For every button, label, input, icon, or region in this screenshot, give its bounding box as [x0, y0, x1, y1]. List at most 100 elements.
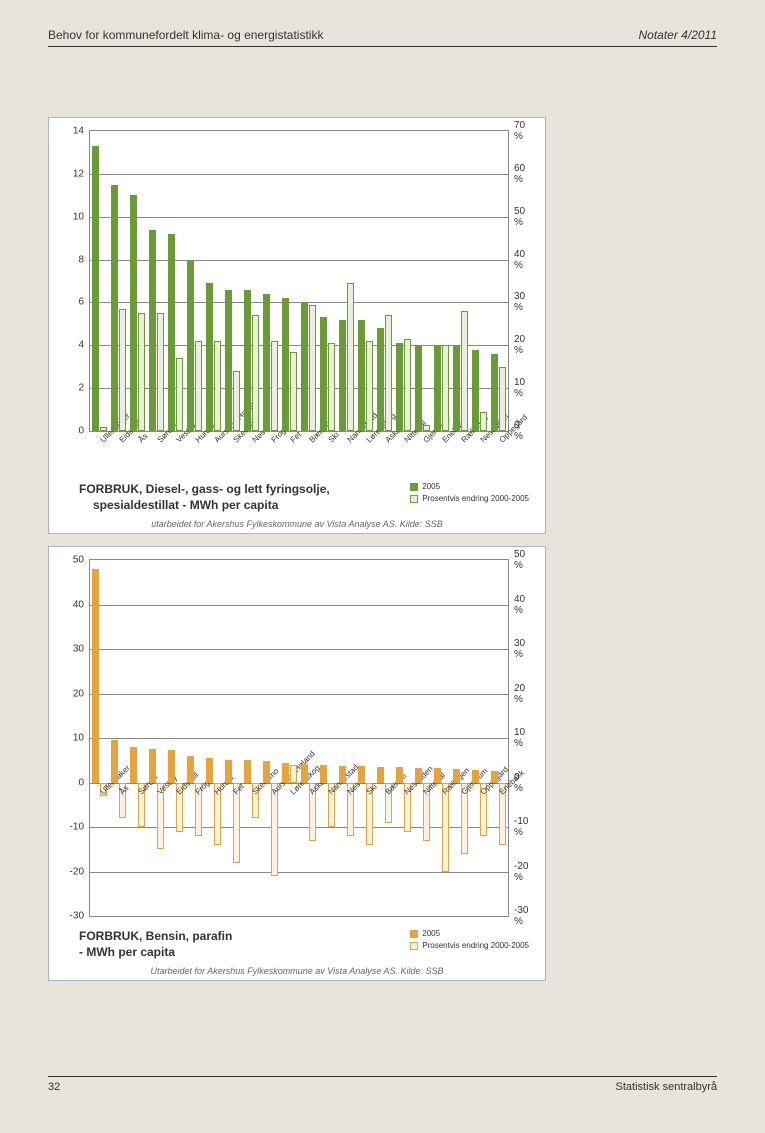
bar-2005 — [187, 756, 194, 783]
bar-2005 — [301, 764, 308, 783]
bar-change — [480, 412, 487, 431]
y-left-tick: 2 — [78, 383, 90, 394]
bar-group: Rælingen — [432, 560, 451, 916]
bar-change — [290, 352, 297, 431]
bar-2005 — [491, 771, 498, 783]
y-right-tick: 50 % — [508, 549, 525, 571]
bar-2005 — [396, 767, 403, 783]
bar-2005 — [491, 354, 498, 431]
y-left-tick: 0 — [78, 777, 90, 788]
y-right-tick: 70 % — [508, 120, 525, 142]
bar-2005 — [320, 765, 327, 783]
y-left-tick: 4 — [78, 340, 90, 351]
bar-2005 — [111, 185, 118, 431]
y-left-tick: 0 — [78, 426, 90, 437]
bar-2005 — [225, 290, 232, 431]
bar-2005 — [339, 320, 346, 431]
bar-change — [442, 345, 449, 431]
bar-2005 — [301, 302, 308, 431]
bar-2005 — [339, 766, 346, 783]
y-left-tick: 40 — [73, 599, 90, 610]
bar-group: Skedsmo — [242, 560, 261, 916]
bar-change — [176, 358, 183, 431]
bar-2005 — [130, 195, 137, 431]
bar-change — [252, 315, 259, 431]
bar-group: Sørum — [128, 560, 147, 916]
y-right-tick: 10 % — [508, 377, 525, 399]
bar-group: Asker — [375, 131, 394, 431]
y-right-tick: -10 % — [508, 816, 528, 838]
bar-group: Nes — [337, 560, 356, 916]
y-left-tick: -30 — [70, 911, 90, 922]
y-right-tick: 10 % — [508, 727, 525, 749]
bar-change — [233, 371, 240, 431]
bar-change — [271, 341, 278, 431]
bar-group: Nittedal — [394, 131, 413, 431]
bar-group: Gjerdrum — [413, 131, 432, 431]
bar-2005 — [434, 768, 441, 782]
y-left-tick: 14 — [73, 126, 90, 137]
bar-2005 — [263, 761, 270, 782]
y-left-tick: 8 — [78, 254, 90, 265]
bar-group: Aurskog-Høland — [261, 560, 280, 916]
bar-2005 — [282, 763, 289, 783]
bar-group: Oppegård — [489, 131, 508, 431]
y-left-tick: 12 — [73, 168, 90, 179]
bar-2005 — [472, 770, 479, 782]
bar-group: Enebakk — [489, 560, 508, 916]
bar-group: Ås — [109, 560, 128, 916]
bar-group: Gjerdrum — [451, 560, 470, 916]
bar-group: Nes — [242, 131, 261, 431]
bar-group: Vestby — [147, 560, 166, 916]
header-right: Notater 4/2011 — [639, 28, 718, 42]
bar-change — [385, 315, 392, 431]
bar-2005 — [453, 345, 460, 431]
bar-2005 — [149, 230, 156, 431]
y-left-tick: 10 — [73, 211, 90, 222]
chart2-title: FORBRUK, Bensin, parafin - MWh per capit… — [79, 929, 410, 960]
bar-group: Sørum — [147, 131, 166, 431]
bar-group: Fet — [280, 131, 299, 431]
bar-2005 — [130, 747, 137, 783]
bar-group: Nannestad — [318, 560, 337, 916]
bar-group: Enebakk — [432, 131, 451, 431]
bar-group: Nesodden — [394, 560, 413, 916]
bar-group: Eidsvoll — [109, 131, 128, 431]
bar-2005 — [415, 768, 422, 783]
bar-2005 — [244, 290, 251, 431]
bar-change — [347, 283, 354, 431]
bar-2005 — [149, 749, 156, 782]
bar-group: Asker — [299, 560, 318, 916]
bar-2005 — [206, 283, 213, 431]
bar-group: Bærum — [299, 131, 318, 431]
chart1-plot: 024681012140 %10 %20 %30 %40 %50 %60 %70… — [89, 130, 509, 432]
bar-change — [157, 313, 164, 431]
bar-2005 — [377, 767, 384, 783]
bar-change — [309, 305, 316, 431]
bar-2005 — [111, 740, 118, 782]
bar-change — [442, 783, 449, 872]
bar-2005 — [434, 345, 441, 431]
bar-2005 — [263, 294, 270, 431]
bar-2005 — [358, 766, 365, 782]
y-left-tick: 30 — [73, 644, 90, 655]
bar-2005 — [168, 750, 175, 782]
y-left-tick: -10 — [70, 822, 90, 833]
y-left-tick: 20 — [73, 688, 90, 699]
bar-change — [404, 339, 411, 431]
bar-2005 — [225, 760, 232, 783]
bar-2005 — [320, 317, 327, 431]
y-right-tick: 20 % — [508, 334, 525, 356]
bar-group: Hurdal — [204, 560, 223, 916]
bar-2005 — [396, 343, 403, 431]
bar-2005 — [377, 328, 384, 431]
bar-2005 — [244, 760, 251, 782]
bar-group: Frogn — [261, 131, 280, 431]
bar-group: Ski — [356, 560, 375, 916]
bar-change — [271, 783, 278, 876]
y-right-tick: 30 % — [508, 638, 525, 660]
bar-change — [499, 367, 506, 431]
chart2-legend: 2005 Prosentvis endring 2000-2005 — [410, 929, 529, 953]
bar-group: Hurdal — [185, 131, 204, 431]
y-right-tick: 20 % — [508, 683, 525, 705]
